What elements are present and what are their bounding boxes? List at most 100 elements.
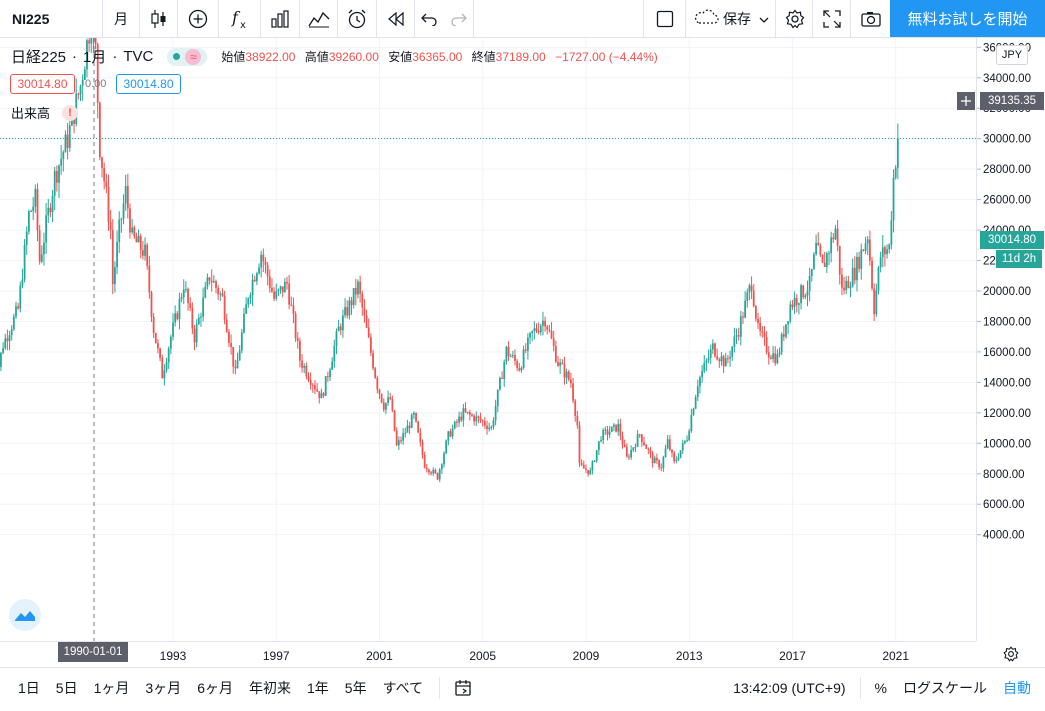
- log-scale-toggle[interactable]: ログスケール: [903, 680, 987, 696]
- percent-scale-toggle[interactable]: %: [874, 680, 887, 696]
- candle-body: [499, 377, 501, 390]
- candle-body: [243, 313, 245, 333]
- candle-body: [311, 384, 314, 386]
- candle-body: [843, 287, 845, 291]
- candle-body: [354, 288, 357, 295]
- low-value: 36365.00: [412, 50, 463, 64]
- candle-body: [219, 293, 222, 295]
- candle-body: [419, 432, 422, 443]
- gear-icon[interactable]: [775, 0, 813, 37]
- candle-body: [511, 355, 514, 357]
- candle-body: [509, 356, 512, 358]
- candle-body: [759, 323, 762, 332]
- candle-body: [819, 245, 822, 256]
- chart-pane[interactable]: [0, 0, 976, 641]
- clock-timezone-button[interactable]: 13:42:09 (UTC+9): [733, 680, 846, 696]
- candle-body: [329, 369, 331, 378]
- candle-body: [43, 242, 45, 255]
- price-axis[interactable]: 40000.0038000.0036000.0034000.0032000.00…: [976, 12, 1045, 641]
- candle-body: [249, 295, 252, 299]
- date-range-icon[interactable]: [448, 679, 478, 697]
- candle-body: [617, 423, 620, 432]
- candle-body: [634, 446, 637, 448]
- candle-body: [83, 69, 86, 80]
- candles-icon[interactable]: [140, 0, 178, 37]
- candle-body: [632, 447, 635, 450]
- range-button[interactable]: 1日: [18, 680, 40, 696]
- range-button[interactable]: すべて: [382, 680, 424, 696]
- candle-body: [382, 402, 385, 410]
- range-button[interactable]: 年初来: [248, 680, 291, 696]
- range-button[interactable]: 3ヶ月: [145, 680, 182, 696]
- candle-body: [619, 423, 622, 436]
- candle-body: [724, 358, 727, 367]
- candle-body: [679, 450, 682, 458]
- candle-body: [552, 338, 555, 346]
- range-button[interactable]: 6ヶ月: [197, 680, 233, 696]
- bar-chart-icon[interactable]: [261, 0, 300, 37]
- candle-body: [122, 203, 125, 219]
- save-button[interactable]: 保存: [685, 0, 776, 37]
- candle-body: [19, 285, 22, 309]
- candle-body: [761, 331, 764, 333]
- candle-body: [526, 337, 529, 351]
- candle-body: [825, 253, 828, 267]
- compare-icon[interactable]: [300, 0, 338, 37]
- divider: [439, 677, 441, 699]
- candlestick-chart[interactable]: [0, 0, 976, 641]
- redo-icon[interactable]: [450, 12, 468, 26]
- candle-body: [817, 242, 820, 246]
- candle-body: [871, 260, 873, 289]
- candle-body: [550, 330, 553, 339]
- fullscreen-icon[interactable]: [812, 0, 851, 37]
- candle-body: [292, 305, 295, 314]
- layout-icon[interactable]: [643, 0, 686, 37]
- candle-body: [888, 244, 891, 250]
- candle-body: [309, 380, 312, 385]
- alert-clock-icon[interactable]: [338, 0, 377, 37]
- candle-body: [593, 461, 596, 463]
- candle-body: [337, 326, 340, 332]
- cloud-icon: [693, 8, 719, 29]
- candle-body: [613, 424, 615, 427]
- candle-body: [251, 279, 254, 296]
- range-button[interactable]: 5日: [55, 680, 78, 696]
- auto-scale-toggle[interactable]: 自動: [1003, 680, 1031, 696]
- candle-body: [610, 426, 613, 432]
- symbol-search-button[interactable]: NI225: [0, 0, 103, 37]
- crosshair-plus-icon[interactable]: [957, 92, 975, 110]
- change-value: −1727.00 (−4.44%): [555, 50, 658, 64]
- candle-body: [118, 219, 121, 243]
- replay-icon[interactable]: [377, 0, 415, 37]
- camera-icon[interactable]: [850, 0, 892, 37]
- buy-price-button[interactable]: 30014.80: [116, 74, 181, 94]
- market-status-badge[interactable]: ≈: [167, 47, 208, 66]
- currency-badge[interactable]: JPY: [996, 45, 1028, 65]
- candle-body: [892, 177, 895, 221]
- settings-gear-icon[interactable]: [1000, 644, 1022, 664]
- time-tick-label: 2009: [573, 649, 600, 663]
- candle-body: [845, 280, 848, 291]
- candle-body: [653, 457, 656, 464]
- candle-body: [675, 459, 678, 462]
- add-indicator-icon[interactable]: [178, 0, 219, 37]
- range-button[interactable]: 5年: [344, 680, 367, 696]
- candle-body: [828, 253, 830, 255]
- time-axis[interactable]: 1993 1997 2001 2005 2009 2013 2017 2021: [0, 641, 976, 668]
- sell-price-button[interactable]: 30014.80: [10, 74, 75, 94]
- candle-body: [440, 464, 443, 470]
- warning-icon[interactable]: !: [62, 104, 79, 121]
- candle-body: [10, 329, 13, 336]
- range-button[interactable]: 1年: [306, 680, 329, 696]
- candle-body: [77, 93, 80, 95]
- volume-legend[interactable]: 出来高 !: [11, 103, 79, 122]
- time-axis-scale: 1993 1997 2001 2005 2009 2013 2017 2021: [160, 649, 910, 663]
- start-trial-button[interactable]: 無料お試しを開始: [890, 0, 1045, 37]
- candle-body: [94, 0, 97, 44]
- tradingview-logo[interactable]: [9, 599, 41, 631]
- range-button[interactable]: 1ヶ月: [93, 680, 130, 696]
- interval-button[interactable]: 月: [103, 0, 140, 37]
- symbol-name[interactable]: 日経225: [11, 49, 67, 66]
- undo-icon[interactable]: [420, 12, 438, 26]
